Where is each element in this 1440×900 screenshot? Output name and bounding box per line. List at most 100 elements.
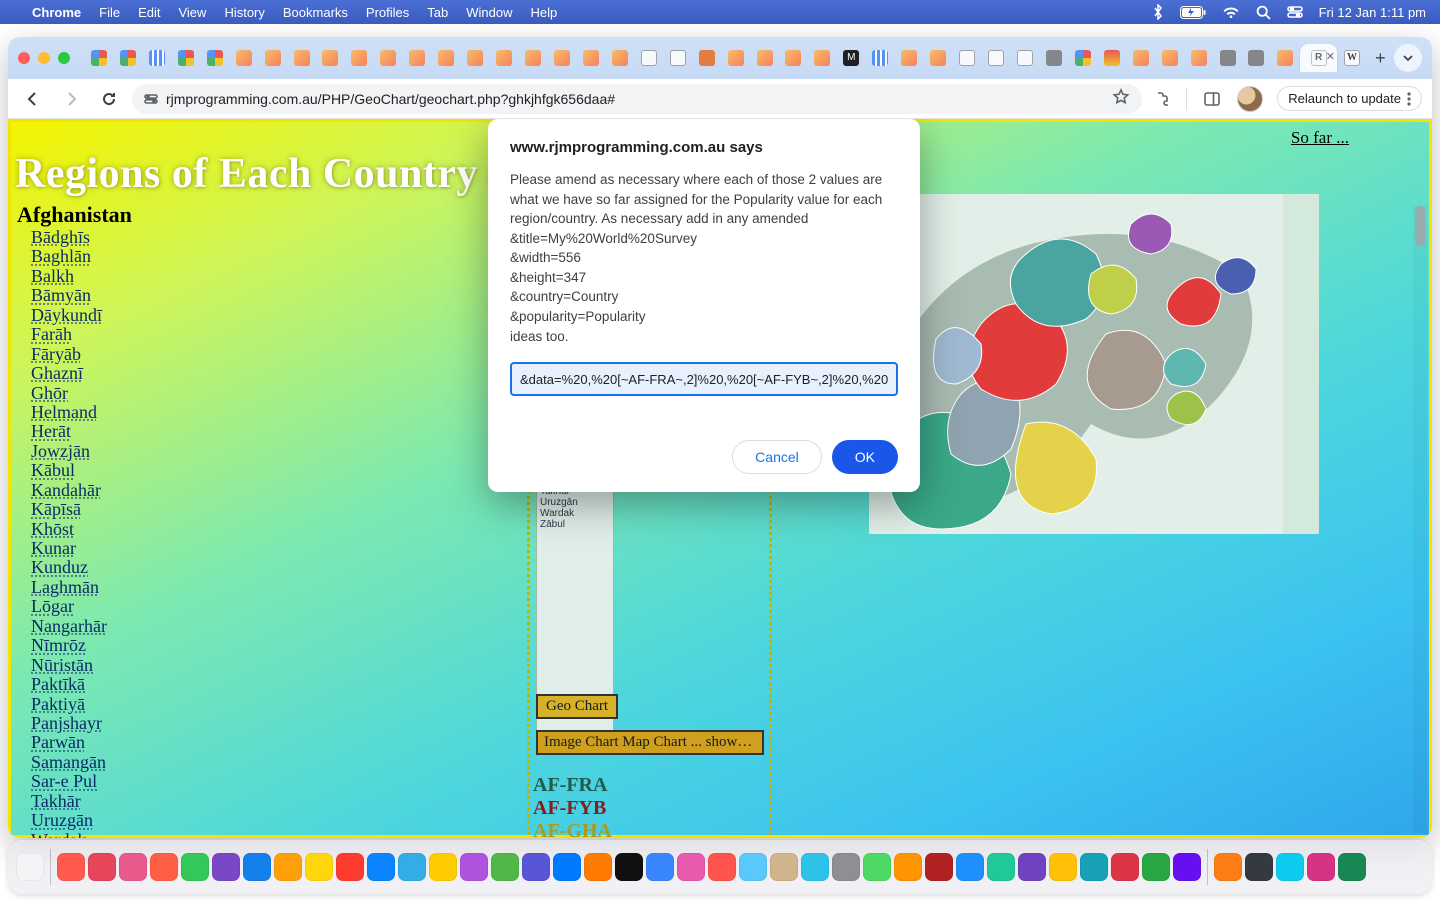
browser-tab[interactable] (1214, 44, 1242, 72)
dock-app-icon[interactable] (956, 853, 984, 881)
wifi-icon[interactable] (1222, 6, 1240, 19)
browser-tab[interactable] (548, 44, 576, 72)
dialog-cancel-button[interactable]: Cancel (732, 440, 822, 474)
browser-tab[interactable] (230, 44, 258, 72)
dock-app-icon[interactable] (460, 853, 488, 881)
browser-tab[interactable] (1098, 44, 1126, 72)
browser-tab[interactable] (317, 44, 345, 72)
dock-app-icon[interactable] (1080, 853, 1108, 881)
dock-app-icon[interactable] (863, 853, 891, 881)
browser-tab[interactable]: W (1338, 44, 1366, 72)
nav-forward-button[interactable] (56, 84, 86, 114)
dock-app-icon[interactable] (708, 853, 736, 881)
dock-app-icon[interactable] (522, 853, 550, 881)
browser-tab[interactable] (866, 44, 894, 72)
browser-tab[interactable] (722, 44, 750, 72)
dock-app-icon[interactable] (1245, 853, 1273, 881)
dock-app-icon[interactable] (181, 853, 209, 881)
dock-app-icon[interactable] (677, 853, 705, 881)
browser-tab[interactable] (201, 44, 229, 72)
browser-tab[interactable] (374, 44, 402, 72)
dock-app-icon[interactable] (925, 853, 953, 881)
browser-tab[interactable]: M (837, 44, 865, 72)
menubar-item[interactable]: File (99, 5, 120, 20)
browser-tab[interactable] (1185, 44, 1213, 72)
browser-tab[interactable] (953, 44, 981, 72)
window-minimize-icon[interactable] (38, 52, 50, 64)
spotlight-search-icon[interactable] (1256, 5, 1271, 20)
dock-app-icon[interactable] (16, 853, 44, 881)
menubar-app-name[interactable]: Chrome (32, 5, 81, 20)
browser-tab[interactable] (924, 44, 952, 72)
bookmark-star-icon[interactable] (1112, 88, 1130, 109)
browser-tab[interactable] (693, 44, 721, 72)
close-tab-icon[interactable]: ✕ (1326, 50, 1335, 63)
browser-tab[interactable] (808, 44, 836, 72)
dock-app-icon[interactable] (212, 853, 240, 881)
window-traffic-lights[interactable] (18, 52, 70, 64)
profile-avatar[interactable] (1237, 86, 1263, 112)
menubar-item[interactable]: Edit (138, 5, 160, 20)
dock-app-icon[interactable] (336, 853, 364, 881)
menubar-clock[interactable]: Fri 12 Jan 1:11 pm (1319, 5, 1426, 20)
browser-tab[interactable] (982, 44, 1010, 72)
dock-app-icon[interactable] (801, 853, 829, 881)
dock-app-icon[interactable] (398, 853, 426, 881)
site-info-icon[interactable] (144, 94, 158, 104)
dock-app-icon[interactable] (88, 853, 116, 881)
bluetooth-icon[interactable] (1152, 4, 1164, 20)
dock-app-icon[interactable] (1142, 853, 1170, 881)
browser-tab[interactable] (519, 44, 547, 72)
dock-app-icon[interactable] (57, 853, 85, 881)
relaunch-to-update-button[interactable]: Relaunch to update (1277, 86, 1422, 111)
dock-app-icon[interactable] (1173, 853, 1201, 881)
menubar-item[interactable]: Window (466, 5, 512, 20)
nav-reload-button[interactable] (94, 84, 124, 114)
side-panel-icon[interactable] (1201, 88, 1223, 110)
menubar-item[interactable]: Help (531, 5, 558, 20)
control-center-icon[interactable] (1287, 6, 1303, 18)
browser-tab[interactable] (664, 44, 692, 72)
browser-tab[interactable] (780, 44, 808, 72)
dock-app-icon[interactable] (1018, 853, 1046, 881)
dock-app-icon[interactable] (584, 853, 612, 881)
dock-app-icon[interactable] (305, 853, 333, 881)
dock-app-icon[interactable] (1276, 853, 1304, 881)
dock-app-icon[interactable] (150, 853, 178, 881)
battery-icon[interactable] (1180, 6, 1206, 19)
browser-tab[interactable] (1011, 44, 1039, 72)
browser-tab[interactable] (461, 44, 489, 72)
tab-overflow-button[interactable] (1394, 44, 1422, 72)
macos-dock[interactable] (8, 840, 1432, 894)
browser-tab[interactable] (751, 44, 779, 72)
new-tab-button[interactable]: + (1367, 48, 1394, 69)
browser-tab[interactable] (85, 44, 113, 72)
menubar-item[interactable]: Bookmarks (283, 5, 348, 20)
browser-tab[interactable] (577, 44, 605, 72)
dock-app-icon[interactable] (119, 853, 147, 881)
browser-tab[interactable] (432, 44, 460, 72)
dock-app-icon[interactable] (243, 853, 271, 881)
menubar-item[interactable]: Profiles (366, 5, 409, 20)
browser-tab[interactable] (1040, 44, 1068, 72)
dock-app-icon[interactable] (1307, 853, 1335, 881)
dialog-text-input[interactable] (510, 362, 898, 396)
dock-app-icon[interactable] (1338, 853, 1366, 881)
browser-tab[interactable] (288, 44, 316, 72)
dock-app-icon[interactable] (739, 853, 767, 881)
browser-tab[interactable] (635, 44, 663, 72)
browser-tab[interactable] (1243, 44, 1271, 72)
browser-tab[interactable] (403, 44, 431, 72)
dock-app-icon[interactable] (615, 853, 643, 881)
browser-tab[interactable] (1069, 44, 1097, 72)
dock-app-icon[interactable] (646, 853, 674, 881)
extensions-icon[interactable] (1150, 88, 1172, 110)
dialog-ok-button[interactable]: OK (832, 440, 898, 474)
address-bar[interactable]: rjmprogramming.com.au/PHP/GeoChart/geoch… (132, 84, 1142, 114)
dock-app-icon[interactable] (987, 853, 1015, 881)
browser-tab[interactable] (490, 44, 518, 72)
browser-tab[interactable] (1156, 44, 1184, 72)
browser-tab[interactable] (1271, 44, 1299, 72)
dock-app-icon[interactable] (491, 853, 519, 881)
browser-tab[interactable] (172, 44, 200, 72)
